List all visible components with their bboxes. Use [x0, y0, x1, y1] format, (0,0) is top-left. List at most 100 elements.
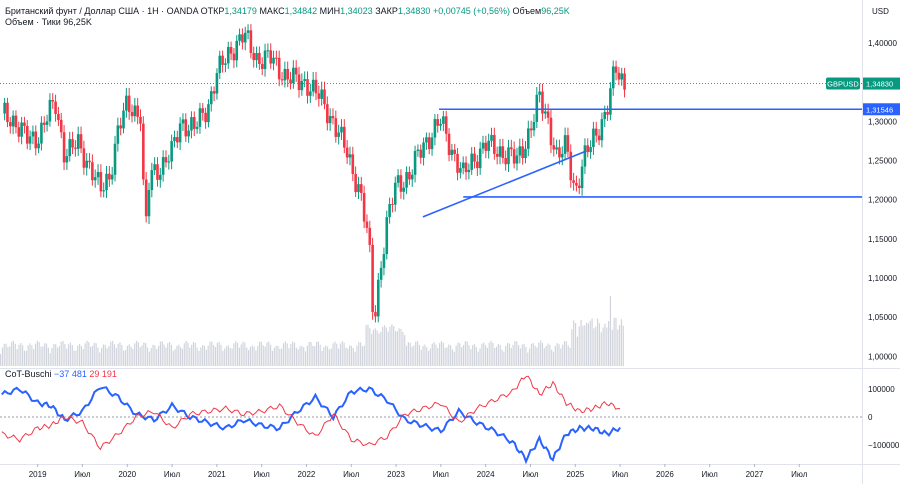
time-tick-label: 2025 [566, 470, 584, 479]
candle-body [153, 164, 156, 171]
volume-bar [334, 341, 336, 366]
volume-bar [270, 344, 272, 366]
candle-body [453, 149, 457, 154]
volume-bar [123, 350, 125, 366]
candle-body [297, 74, 301, 91]
candle-body [382, 254, 386, 268]
volume-bar [549, 344, 551, 366]
candle-body [14, 115, 18, 128]
candle-body [161, 157, 165, 175]
volume-bar [468, 345, 470, 366]
volume-bar [529, 348, 531, 366]
volume-bar [505, 345, 507, 366]
volume-bar [560, 348, 562, 366]
candle-body [320, 89, 323, 99]
candle-body [20, 122, 23, 137]
volume-bar [604, 323, 606, 366]
volume-bar [552, 351, 555, 366]
volume-bar [33, 349, 35, 366]
cot-series-red [1, 375, 621, 451]
last-price-box [863, 77, 900, 90]
low-value: 1,34023 [340, 6, 373, 16]
volume-bar [602, 327, 604, 366]
candle-body [543, 111, 547, 114]
candle-body [74, 147, 77, 149]
volume-bar [225, 346, 228, 366]
candle-body [430, 137, 434, 150]
candle-body [467, 169, 471, 173]
volume-bar [512, 344, 514, 366]
volume-bar [337, 348, 340, 366]
candle-body [76, 134, 80, 149]
volume-bar [499, 345, 501, 366]
volume-bar [543, 348, 545, 366]
open-value: 1,34179 [224, 6, 257, 16]
candle-body [546, 111, 550, 118]
volume-bar [214, 347, 217, 366]
volume-bar [5, 343, 7, 366]
volume-bar [391, 324, 393, 366]
candle-body [558, 147, 561, 158]
volume-bar [55, 344, 57, 366]
volume-bar [613, 317, 615, 366]
volume-bar [562, 344, 564, 366]
candle-body [461, 162, 465, 169]
candle-body [269, 50, 273, 64]
candle-body [150, 170, 154, 191]
volume-bar [242, 341, 244, 366]
candle-body [25, 125, 29, 144]
candle-body [379, 267, 383, 280]
candle-body [85, 160, 89, 168]
candle-body [388, 204, 391, 218]
volume-bar [411, 346, 413, 366]
volume-bar [360, 342, 362, 366]
volume-bar [310, 342, 312, 366]
volume-bar [22, 345, 24, 366]
candle-body [495, 153, 499, 157]
volume-bar [121, 344, 123, 366]
volume-bar [393, 326, 395, 366]
candle-body [470, 153, 473, 170]
volume-bar [606, 327, 608, 366]
candle-body [620, 73, 624, 80]
price-tick-label: 1,30000 [868, 117, 897, 126]
candle-body [425, 137, 428, 143]
volume-bar [415, 341, 417, 366]
volume-bar [358, 342, 360, 366]
volume-bar [275, 345, 277, 366]
candle-body [40, 122, 43, 144]
volume-bar [383, 325, 386, 366]
volume-bar [187, 342, 189, 366]
time-tick-label: 2026 [656, 470, 674, 479]
time-tick-label: Июл [164, 470, 181, 479]
volume-bar [82, 349, 84, 366]
volume-bar [407, 342, 409, 366]
candle-body [569, 151, 573, 181]
candle-body [396, 175, 400, 183]
candle-body [28, 136, 32, 144]
candle-body [521, 146, 524, 159]
volume-bar [303, 347, 305, 366]
volume-bar [473, 344, 476, 366]
volume-bar [315, 342, 318, 366]
volume-bar [207, 345, 209, 366]
volume-bar [3, 343, 5, 366]
volume-bar [501, 349, 503, 366]
volume-bar [284, 341, 286, 366]
candle-body [603, 111, 607, 120]
volume-bar [29, 343, 31, 366]
candle-body [147, 190, 151, 217]
candle-body [198, 108, 202, 127]
volume-bar [259, 341, 261, 366]
volume-bar [593, 328, 595, 366]
candle-body [422, 142, 425, 158]
candle-body [374, 312, 377, 317]
candle-body [450, 149, 454, 155]
candle-body [402, 187, 406, 192]
volume-bar [1, 347, 4, 366]
volume-bar [611, 329, 613, 366]
volume-bar [99, 352, 101, 366]
candle-body [442, 116, 445, 124]
candle-body [535, 94, 539, 122]
candle-body [263, 50, 267, 69]
